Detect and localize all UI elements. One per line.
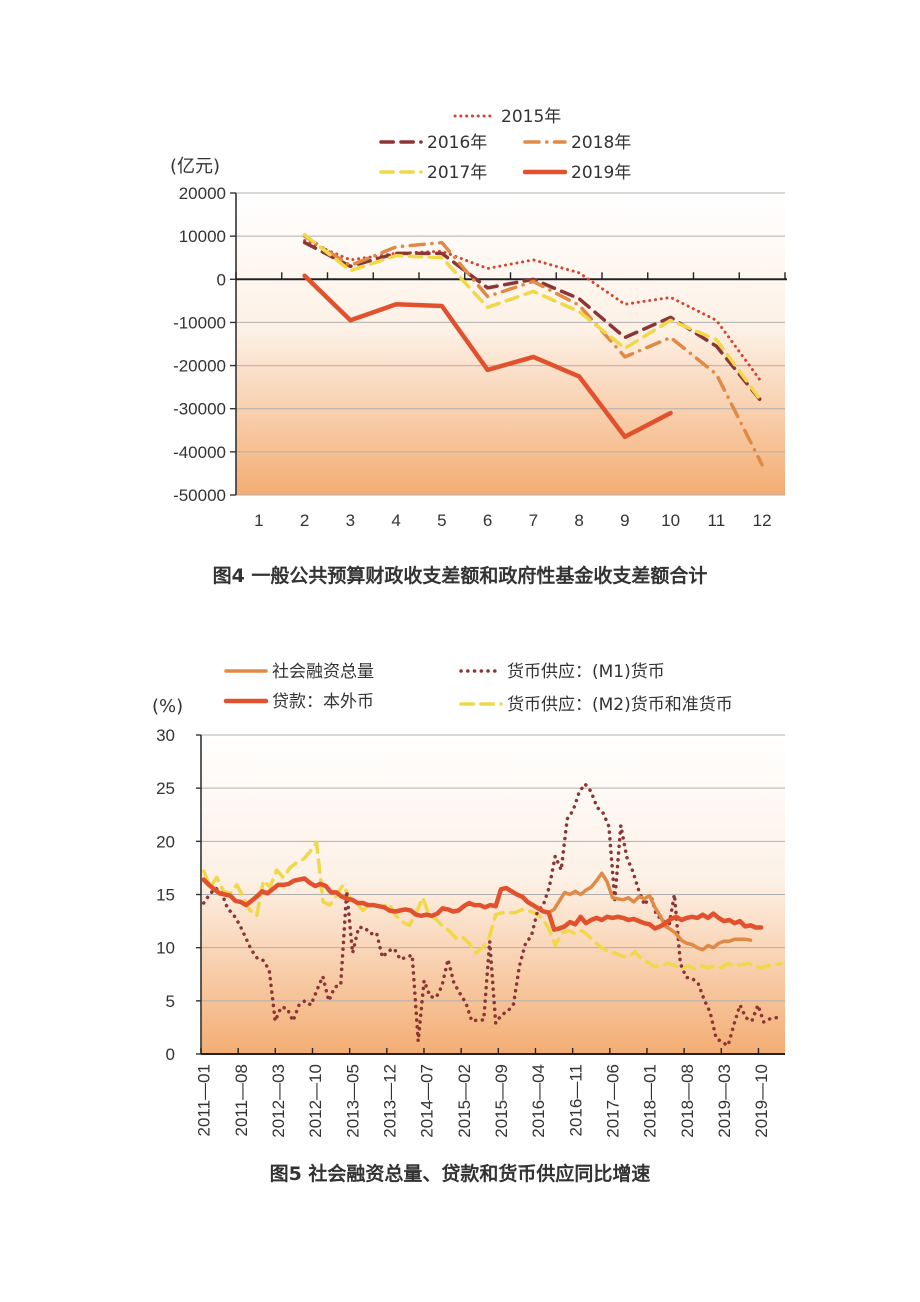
x-tick-label: 2012—10 <box>306 1064 325 1138</box>
chart-fig4: 20000 10000 0 -10000 -20000 -30000 -40000 -5000… <box>170 107 787 530</box>
x-tick-label: 3 <box>346 511 355 530</box>
x-tick-label: 2015—09 <box>492 1064 511 1138</box>
x-tick-label: 2019—03 <box>715 1064 734 1138</box>
x-tick-label: 2017—06 <box>603 1064 622 1138</box>
figure-caption: 图5 社会融资总量、贷款和货币供应同比增速 <box>269 1163 651 1185</box>
x-tick-label: 10 <box>661 511 680 530</box>
y-tick-label: 15 <box>156 886 175 905</box>
x-tick-label: 2018—08 <box>678 1064 697 1138</box>
x-tick-label: 8 <box>574 511 583 530</box>
x-tick-label: 2015—02 <box>455 1064 474 1138</box>
x-tick-label: 1 <box>254 511 263 530</box>
series-line <box>541 871 753 952</box>
x-tick-label: 2019—10 <box>752 1064 771 1138</box>
y-tick-label: 10000 <box>179 227 226 246</box>
y-unit-label: (%) <box>152 696 183 717</box>
x-tick-label: 5 <box>437 511 446 530</box>
y-tick-label: -20000 <box>173 357 226 376</box>
y-unit-label: (亿元) <box>170 156 220 177</box>
x-tick-label: 4 <box>391 511 400 530</box>
x-tick-label: 2013—05 <box>343 1064 362 1138</box>
series-line <box>302 273 673 440</box>
legend-label: 贷款：本外币 <box>272 692 374 712</box>
y-tick-label: 25 <box>156 779 175 798</box>
x-tick-label: 2014—07 <box>418 1064 437 1138</box>
legend-label: 货币供应：(M1)货币 <box>507 662 665 682</box>
series-line <box>302 234 764 467</box>
series-line <box>302 233 764 404</box>
x-tick-label: 2016—11 <box>566 1064 585 1136</box>
series-line <box>201 876 764 932</box>
y-tick-label: 30 <box>156 726 175 745</box>
x-tick-label: 12 <box>753 511 772 530</box>
x-tick-label: 6 <box>483 511 492 530</box>
y-tick-label: -40000 <box>173 443 226 462</box>
x-tick-label: 9 <box>620 511 629 530</box>
y-tick-label: 0 <box>166 1045 175 1064</box>
legend-label: 2018年 <box>571 133 631 153</box>
legend-label: 2015年 <box>501 107 561 127</box>
legend-label: 2019年 <box>571 163 631 183</box>
x-tick-label: 2013—12 <box>380 1064 399 1138</box>
x-tick-label: 2011—08 <box>232 1064 251 1136</box>
figure-caption: 图4 一般公共预算财政收支差额和政府性基金收支差额合计 <box>212 565 708 587</box>
legend-label: 货币供应：(M2)货币和准货币 <box>507 695 733 715</box>
x-tick-label: 7 <box>529 511 538 530</box>
series-line <box>201 840 783 971</box>
x-tick-label: 2011—01 <box>195 1064 214 1136</box>
plot-area <box>236 193 785 495</box>
y-tick-label: 10 <box>156 939 175 958</box>
legend-label: 2016年 <box>427 133 487 153</box>
legend-label: 2017年 <box>427 163 487 183</box>
legend-label: 社会融资总量 <box>272 662 374 682</box>
x-tick-label: 11 <box>708 511 726 530</box>
x-tick-label: 2012—03 <box>269 1064 288 1138</box>
y-tick-label: 5 <box>166 992 175 1011</box>
x-tick-label: 2 <box>300 511 309 530</box>
y-tick-label: 0 <box>217 270 226 289</box>
y-tick-label: -30000 <box>173 400 226 419</box>
y-tick-label: -10000 <box>173 313 226 332</box>
y-tick-label: 20 <box>156 832 175 851</box>
x-tick-label: 2018—01 <box>641 1064 660 1138</box>
y-tick-label: -50000 <box>173 486 226 505</box>
series-line <box>303 239 764 385</box>
x-tick-label: 2016—04 <box>529 1064 548 1138</box>
y-tick-label: 20000 <box>179 184 226 203</box>
series-line <box>201 782 784 1048</box>
